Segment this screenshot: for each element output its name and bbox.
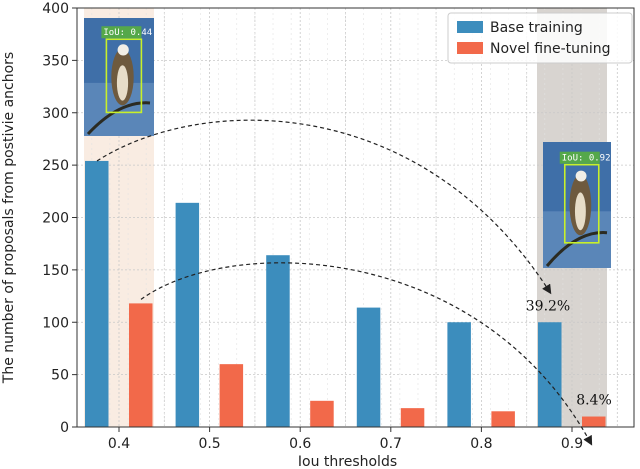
x-tick-label: 0.7 [380, 436, 402, 452]
y-tick-label: 200 [42, 211, 69, 227]
iou-tag-label: IoU: 0.92 [562, 154, 611, 164]
bar-base-training-0.6 [266, 255, 290, 427]
bird-head [575, 170, 587, 182]
y-tick-label: 50 [51, 368, 69, 384]
y-tick-label: 350 [42, 53, 69, 69]
bird-head [117, 44, 129, 56]
bird-photo-0.4: IoU: 0.44 [84, 18, 154, 136]
bar-novel-fine-tuning-0.4 [129, 303, 153, 427]
x-tick-label: 0.5 [198, 436, 220, 452]
bar-base-training-0.5 [175, 202, 200, 427]
detection-box [563, 163, 600, 244]
bird-chest [574, 192, 586, 231]
bar-novel-fine-tuning-0.8 [491, 411, 515, 427]
bar-base-training-0.7 [356, 307, 381, 427]
y-tick-label: 250 [42, 158, 69, 174]
legend-label-0: Base training [490, 20, 583, 36]
bar-base-training-0.8 [447, 322, 471, 427]
bird-chest [116, 65, 129, 101]
legend-swatch-0 [457, 21, 483, 33]
annotation-novel-fine-tuning-0.9: 8.4% [576, 393, 612, 409]
y-tick-label: 100 [42, 315, 69, 331]
bar-novel-fine-tuning-0.9 [582, 416, 606, 427]
y-tick-label: 400 [42, 1, 69, 17]
legend-swatch-1 [457, 42, 483, 54]
iou-tag-background [559, 151, 600, 164]
arrow-novel-fine-tuning [140, 262, 593, 446]
branch [545, 231, 608, 267]
iou-tag-label: IoU: 0.44 [103, 28, 152, 38]
bar-novel-fine-tuning-0.7 [400, 408, 425, 427]
detection-box [105, 38, 143, 114]
y-tick-label: 150 [42, 263, 69, 279]
annotation-base-training-0.9: 39.2% [526, 298, 570, 314]
legend-box [447, 12, 633, 64]
x-tick-label: 0.8 [470, 436, 492, 452]
x-axis-title: Iou thresholds [298, 454, 397, 469]
bar-novel-fine-tuning-0.6 [310, 400, 334, 427]
y-tick-label: 0 [60, 420, 69, 436]
x-tick-label: 0.9 [561, 436, 583, 452]
legend-label-1: Novel fine-tuning [490, 41, 611, 57]
branch [86, 101, 151, 136]
bar-base-training-0.9 [538, 322, 562, 427]
bar-novel-fine-tuning-0.5 [219, 364, 244, 427]
x-tick-label: 0.4 [108, 436, 130, 452]
y-tick-label: 300 [42, 106, 69, 122]
iou-tag-background [101, 26, 142, 39]
x-tick-label: 0.6 [289, 436, 311, 452]
bird-photo-0.9: IoU: 0.92 [543, 142, 611, 268]
y-axis-title: The number of proposals from postivie an… [1, 52, 17, 384]
arrow-base-training [96, 119, 552, 295]
bar-base-training-0.4 [85, 160, 109, 427]
